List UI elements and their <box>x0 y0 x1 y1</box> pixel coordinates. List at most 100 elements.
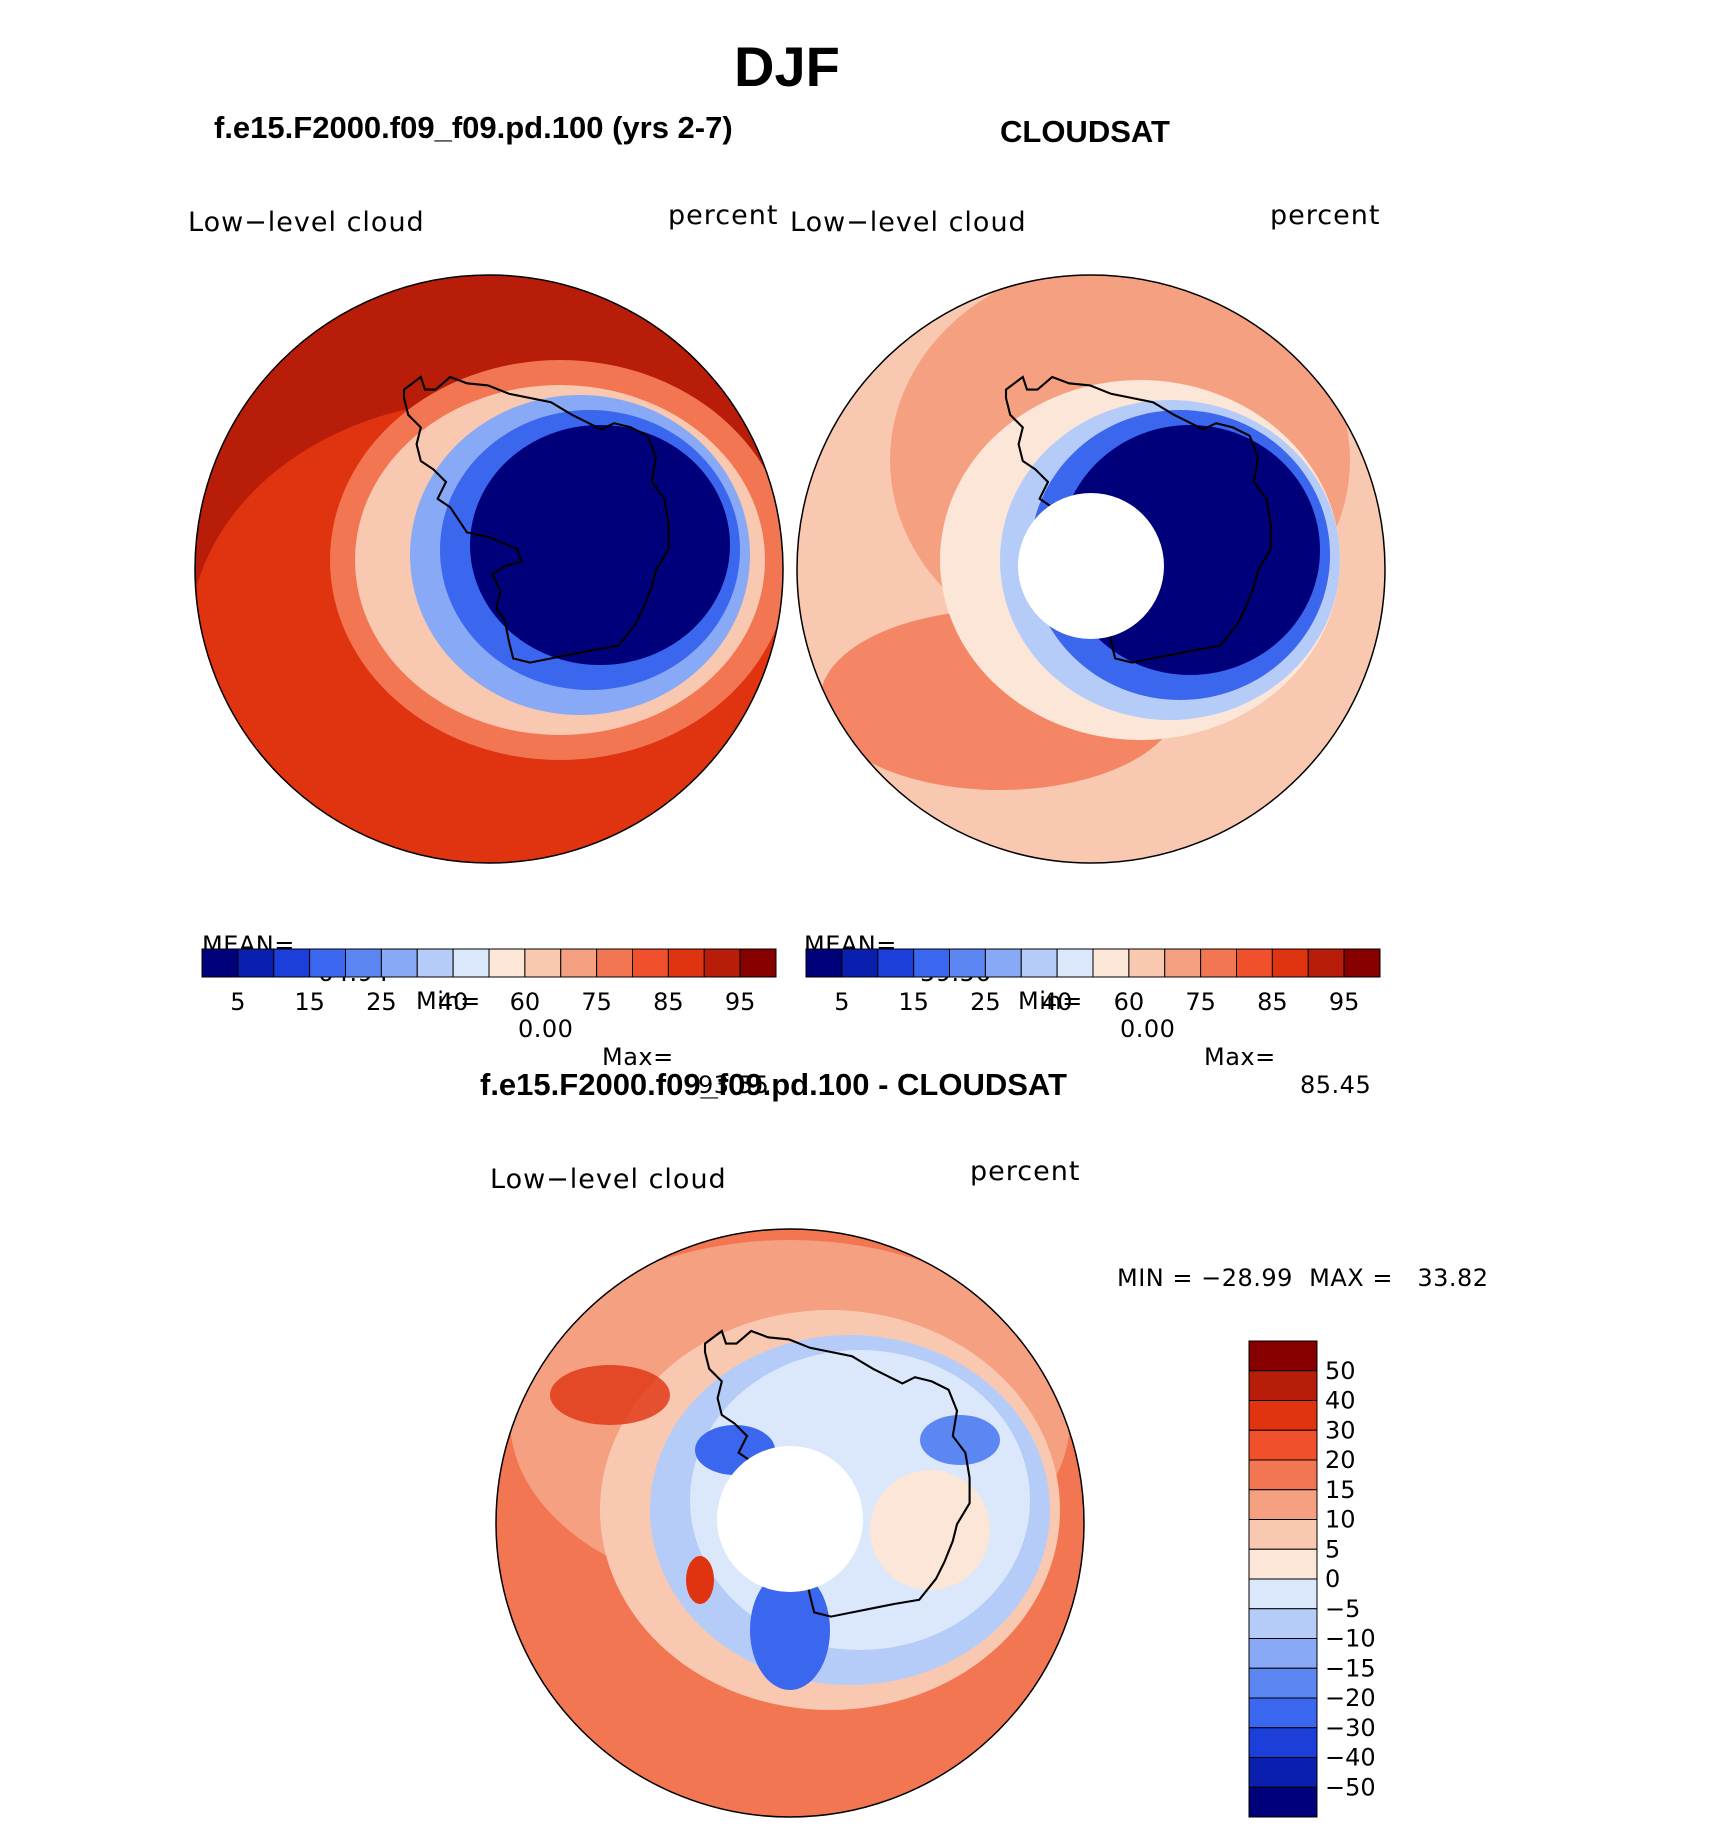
colorbar-swatch <box>345 948 382 978</box>
map-model <box>194 274 784 864</box>
colorbar-tick-label: 40 <box>438 988 469 1016</box>
colorbar-tick-label: 50 <box>1325 1357 1356 1385</box>
colorbar-tick-label: 30 <box>1325 1416 1356 1444</box>
colorbar-tick-label: 20 <box>1325 1446 1356 1474</box>
panel-title-model: f.e15.F2000.f09_f09.pd.100 (yrs 2-7) <box>214 110 733 145</box>
min-value: 0.00 <box>1120 1015 1176 1043</box>
units-label-model: percent <box>668 200 779 231</box>
colorbar-swatch <box>309 948 346 978</box>
colorbar-tick-label: 15 <box>1325 1476 1356 1504</box>
colorbar-tick-label: 75 <box>581 988 612 1016</box>
colorbar-swatch <box>1248 1459 1318 1491</box>
colorbar-swatch <box>452 948 490 978</box>
diff-minmax: MIN = −28.99 MAX = 33.82 <box>1117 1264 1489 1292</box>
panel-title-obs: CLOUDSAT <box>1000 114 1170 149</box>
colorbar-tick-label: 75 <box>1185 988 1216 1016</box>
colorbar-swatch <box>1248 1638 1318 1669</box>
colorbar-tick-label: 25 <box>970 988 1001 1016</box>
map-model-core <box>470 425 730 665</box>
max-label: Max= <box>602 1043 674 1071</box>
colorbar-swatch <box>1307 948 1345 978</box>
colorbar-swatch <box>632 948 669 978</box>
colorbar-tick-label: 40 <box>1325 1387 1356 1415</box>
variable-label-diff: Low−level cloud <box>490 1164 727 1195</box>
colorbar-tick-label: 5 <box>230 988 245 1016</box>
colorbar-tick-label: 60 <box>510 988 541 1016</box>
colorbar-swatch <box>488 948 526 978</box>
colorbar-swatch <box>273 948 311 978</box>
colorbar-swatch <box>1248 1519 1318 1550</box>
colorbar-swatch <box>524 948 562 978</box>
colorbar-swatch <box>1248 1757 1318 1788</box>
colorbar-swatch <box>416 948 454 978</box>
colorbar-tick-label: 85 <box>653 988 684 1016</box>
colorbar-tick-label: 95 <box>725 988 756 1016</box>
map-diff-patch <box>550 1365 670 1425</box>
map-diff-patch <box>686 1556 714 1604</box>
colorbar-tick-label: −40 <box>1325 1744 1376 1772</box>
map-diff-missing-pole <box>717 1446 863 1592</box>
colorbar-swatch <box>1200 948 1237 978</box>
colorbar-tick-label: 40 <box>1042 988 1073 1016</box>
colorbar-tick-label: 95 <box>1329 988 1360 1016</box>
map-obs-missing-pole <box>1018 493 1164 639</box>
colorbar-swatch <box>1020 948 1058 978</box>
colorbar-swatch <box>1248 1697 1318 1729</box>
colorbar-tick-label: 60 <box>1114 988 1145 1016</box>
colorbar-swatch <box>1248 1340 1318 1372</box>
colorbar-tick-label: 15 <box>898 988 929 1016</box>
colorbar-swatch <box>1092 948 1130 978</box>
colorbar-swatch <box>596 948 633 978</box>
map-model-frame <box>194 274 784 864</box>
colorbar-swatch <box>1248 1727 1318 1758</box>
max-value: 93.55 <box>698 1071 770 1099</box>
units-label-obs: percent <box>1270 200 1381 231</box>
colorbar-swatch <box>1248 1400 1318 1431</box>
colorbar-swatch <box>949 948 986 978</box>
colorbar-swatch <box>984 948 1022 978</box>
min-label: Min= <box>1018 987 1083 1015</box>
colorbar-tick-label: −15 <box>1325 1654 1376 1682</box>
colorbar-swatch <box>1343 948 1381 978</box>
colorbar-tick-label: 10 <box>1325 1506 1356 1534</box>
colorbar-swatch <box>841 948 879 978</box>
map-diff-frame <box>495 1228 1085 1818</box>
colorbar-swatch <box>1236 948 1273 978</box>
variable-label-model: Low−level cloud <box>188 207 425 238</box>
map-diff-patch <box>870 1470 990 1590</box>
colorbar-swatch <box>1248 1370 1318 1401</box>
colorbar-swatch <box>1164 948 1202 978</box>
colorbar-tick-label: −50 <box>1325 1773 1376 1801</box>
colorbar-swatch <box>1128 948 1166 978</box>
colorbar-swatch <box>1248 1578 1318 1610</box>
max-label: Max= <box>1204 1043 1276 1071</box>
max-value: 85.45 <box>1300 1071 1372 1099</box>
colorbar-swatch <box>1248 1548 1318 1580</box>
colorbar-tick-label: −5 <box>1325 1595 1360 1623</box>
colorbar-tick-label: 5 <box>834 988 849 1016</box>
min-value: 0.00 <box>518 1015 574 1043</box>
colorbar-tick-label: −20 <box>1325 1684 1376 1712</box>
colorbar-swatch <box>1248 1429 1318 1461</box>
colorbar-swatch <box>1271 948 1309 978</box>
colorbar-swatch <box>667 948 705 978</box>
colorbar-swatch <box>1248 1667 1318 1699</box>
colorbar-swatch <box>201 948 239 978</box>
difference-title: f.e15.F2000.f09_f09.pd.100 - CLOUDSAT <box>480 1067 1067 1102</box>
colorbar-swatch <box>877 948 915 978</box>
colorbar-swatch <box>1248 1608 1318 1639</box>
colorbar-tick-label: 15 <box>294 988 325 1016</box>
colorbar-obs: 5 15 25 40 60 75 85 95 <box>805 948 1381 1016</box>
colorbar-swatch <box>1248 1786 1318 1818</box>
colorbar-model: 5 15 25 40 60 75 85 95 <box>201 948 777 1016</box>
map-obs <box>796 274 1386 864</box>
colorbar-tick-label: 5 <box>1325 1535 1340 1563</box>
colorbar-tick-label: −30 <box>1325 1714 1376 1742</box>
map-diff <box>495 1228 1085 1818</box>
colorbar-swatch <box>237 948 275 978</box>
colorbar-swatch <box>913 948 950 978</box>
map-diff-patch <box>920 1415 1000 1465</box>
colorbar-swatch <box>703 948 741 978</box>
